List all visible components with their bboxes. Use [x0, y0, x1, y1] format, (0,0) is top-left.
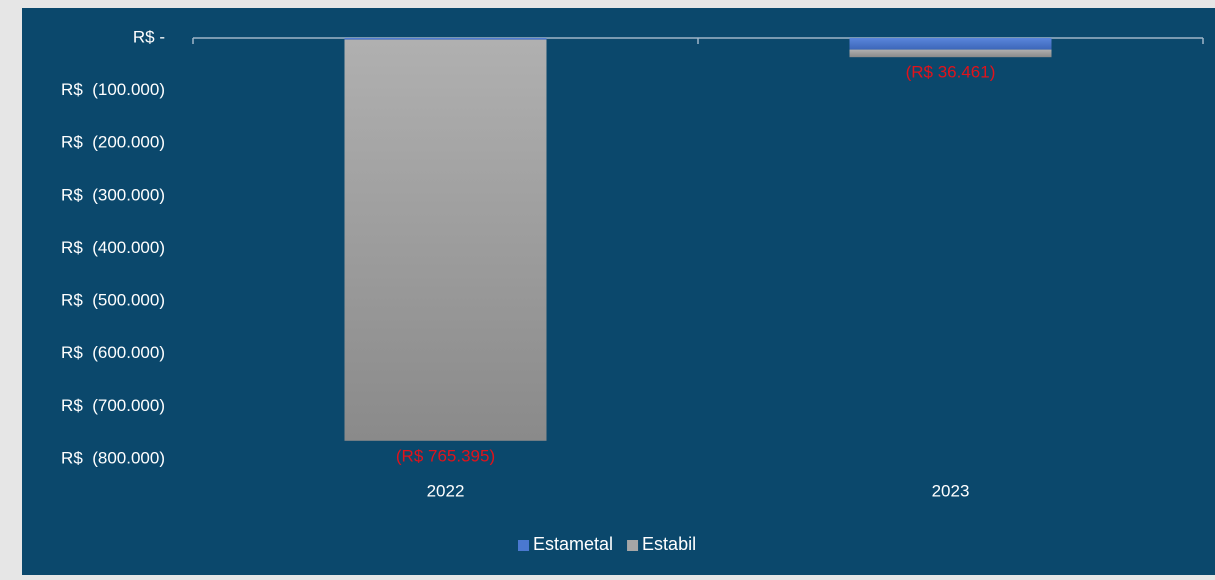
bar	[849, 38, 1052, 50]
bar	[344, 38, 547, 40]
legend-swatch	[627, 540, 639, 551]
y-tick-label: R$ (700.000)	[61, 396, 165, 415]
legend-label: Estametal	[533, 534, 613, 554]
y-tick-label: R$ (800.000)	[61, 448, 165, 467]
bar	[849, 49, 1052, 58]
bar	[344, 39, 547, 441]
y-tick-label: R$ (500.000)	[61, 291, 165, 310]
y-tick-label: R$ (600.000)	[61, 343, 165, 362]
y-tick-label: R$ (400.000)	[61, 238, 165, 257]
legend-label: Estabil	[642, 534, 696, 554]
y-tick-label: R$ (100.000)	[61, 80, 165, 99]
data-label: (R$ 36.461)	[906, 63, 996, 82]
y-tick-label: R$ -	[133, 27, 165, 46]
data-label: (R$ 765.395)	[396, 446, 495, 465]
y-tick-label: R$ (300.000)	[61, 185, 165, 204]
x-tick-label: 2023	[932, 481, 970, 500]
x-tick-label: 2022	[427, 481, 465, 500]
legend-swatch	[518, 540, 529, 551]
y-tick-label: R$ (200.000)	[61, 133, 165, 152]
plot-panel	[22, 8, 1215, 575]
